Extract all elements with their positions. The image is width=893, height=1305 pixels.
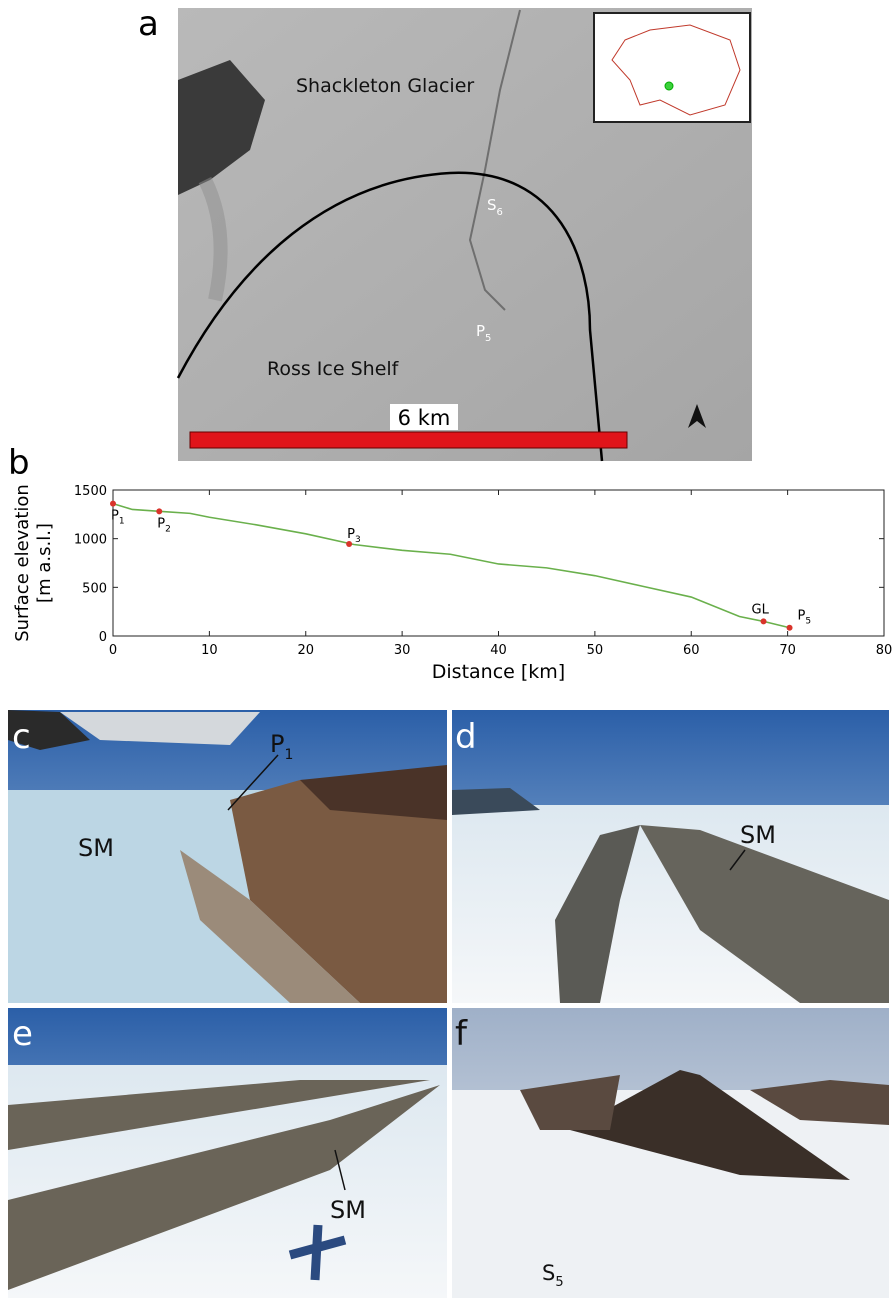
point-label-main: P: [157, 516, 165, 531]
point-label-sub: 2: [165, 524, 171, 534]
panel-label: e: [12, 1014, 33, 1054]
point-label-sub: 1: [119, 517, 125, 527]
x-tick-label: 0: [109, 643, 117, 658]
place-label: Ross Ice Shelf: [267, 358, 400, 380]
point-label: P2: [157, 516, 171, 534]
page: a Shackleton Glacier Ross Ice Shelf S6 P…: [0, 0, 893, 1305]
point-label-main: P: [347, 527, 355, 542]
photo-c: [8, 710, 447, 1003]
profile-point: [156, 508, 162, 514]
x-tick-label: 20: [297, 643, 314, 658]
panel-label: a: [138, 4, 159, 44]
x-tick-label: 30: [394, 643, 411, 658]
x-tick-label: 70: [779, 643, 796, 658]
x-axis-label: Distance [km]: [432, 661, 565, 683]
profile-line: [113, 504, 788, 628]
x-tick-label: 40: [490, 643, 507, 658]
point-label-sub: 5: [805, 617, 811, 627]
panel-label: f: [455, 1014, 468, 1054]
point-label: P5: [798, 609, 812, 627]
photo-e: [8, 1008, 447, 1298]
y-axis-label: [m a.s.l.]: [34, 523, 55, 603]
y-tick-label: 1500: [74, 484, 107, 499]
panel-label: b: [8, 443, 30, 483]
photo-annotation: SM: [330, 1196, 366, 1224]
photo-annotation: SM: [78, 834, 114, 862]
y-tick-label: 0: [99, 630, 107, 645]
profile-point: [761, 618, 767, 624]
y-tick-label: 500: [82, 581, 107, 596]
place-label: Shackleton Glacier: [296, 75, 474, 97]
point-label: GL: [752, 602, 770, 617]
x-tick-label: 10: [201, 643, 218, 658]
point-label-main: P: [798, 609, 806, 624]
photo-annotation: SM: [740, 821, 776, 849]
x-tick-label: 50: [587, 643, 604, 658]
y-tick-label: 1000: [74, 533, 107, 548]
x-tick-label: 80: [876, 643, 893, 658]
point-label-main: P: [111, 509, 119, 524]
chart: 0 10 20 30 40 50 60 70 80 0 500 1000 1500 Distance [k…: [12, 484, 892, 683]
point-label-main: GL: [752, 602, 770, 617]
photo-d: [452, 710, 889, 1003]
point-label-sub: 3: [355, 535, 361, 545]
profile-point: [787, 625, 793, 631]
location-dot: [665, 82, 673, 90]
x-tick-label: 60: [683, 643, 700, 658]
photo-f: [452, 1008, 889, 1298]
figure: a Shackleton Glacier Ross Ice Shelf S6 P…: [0, 0, 893, 1301]
profile-point: [110, 501, 116, 507]
y-axis-label: Surface elevation: [12, 484, 33, 642]
scale-label: 6 km: [398, 406, 451, 430]
scale-bar: [190, 432, 627, 448]
panel-label: d: [455, 717, 477, 757]
panel-label: c: [12, 717, 31, 757]
